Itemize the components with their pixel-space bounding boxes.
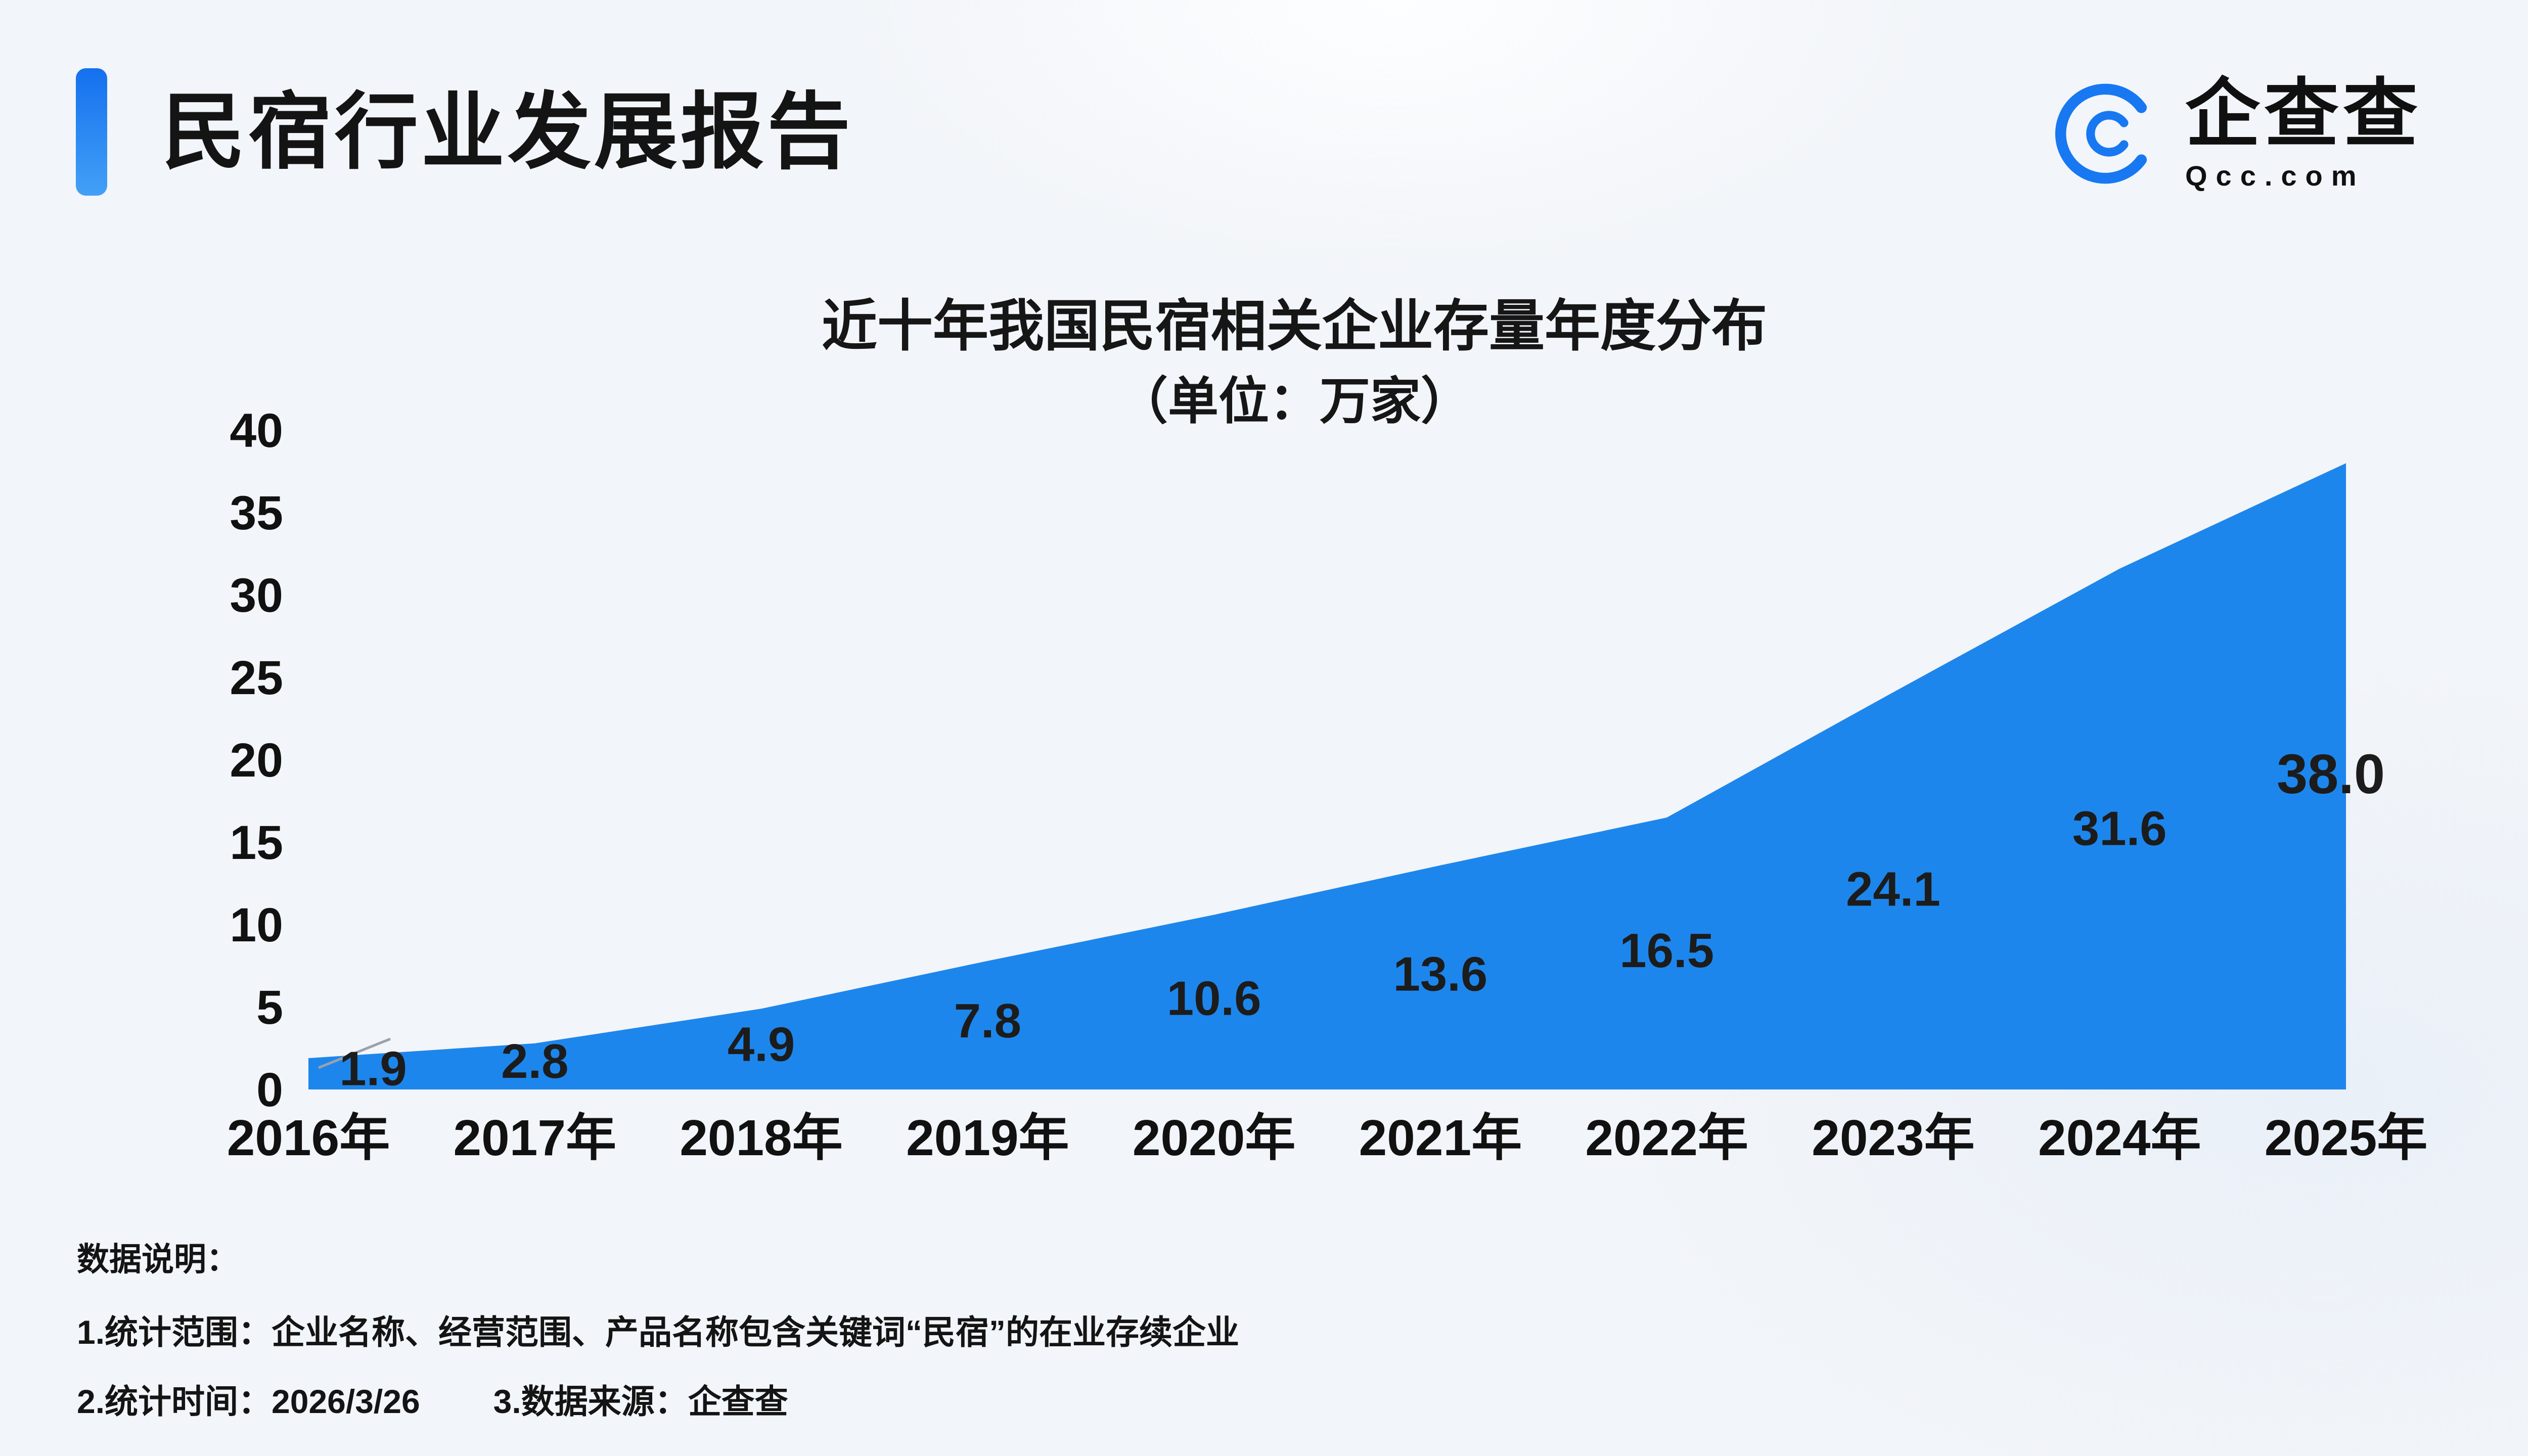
qcc-logo-text: 企查查 Qcc.com <box>2185 75 2422 192</box>
footer-note-meta: 2.统计时间：2026/3/26 3.数据来源：企查查 <box>77 1375 788 1423</box>
footer-note-scope: 1.统计范围：企业名称、经营范围、产品名称包含关键词“民宿”的在业存续企业 <box>77 1313 1240 1351</box>
report-header: 民宿行业发展报告 <box>76 68 853 196</box>
x-axis-tick-label: 2019年 <box>906 1110 1069 1166</box>
y-axis-tick-label: 40 <box>230 404 283 458</box>
qcc-logo: 企查查 Qcc.com <box>2052 75 2422 192</box>
x-axis-tick-label: 2020年 <box>1133 1110 1295 1166</box>
area-chart: 0 5 10 15 20 25 30 35 40 1.9 2.8 4.9 7.8 10.6 13.6 16.5… <box>227 404 2427 1166</box>
y-axis-tick-label: 20 <box>230 734 283 787</box>
x-axis-tick-label: 2022年 <box>1585 1110 1748 1166</box>
chart-title: 近十年我国民宿相关企业存量年度分布 <box>822 295 1767 357</box>
x-axis-tick-label: 2016年 <box>227 1110 390 1166</box>
value-label: 13.6 <box>1393 947 1487 1001</box>
value-label: 4.9 <box>728 1018 795 1072</box>
y-axis-tick-label: 35 <box>230 486 283 540</box>
y-axis-tick-label: 5 <box>256 981 283 1034</box>
x-axis-tick-label: 2024年 <box>2038 1110 2201 1166</box>
x-axis-tick-label: 2025年 <box>2265 1110 2427 1166</box>
origin-artifact-line <box>318 1037 391 1069</box>
footer-heading: 数据说明： <box>77 1241 239 1278</box>
value-label: 38.0 <box>2277 743 2385 805</box>
x-axis-tick-label: 2023年 <box>1812 1110 1974 1166</box>
footer-note-source: 3.数据来源：企查查 <box>493 1383 788 1420</box>
area-series <box>308 463 2346 1090</box>
x-axis-tick-label: 2018年 <box>680 1110 842 1166</box>
value-label: 1.9 <box>339 1042 407 1096</box>
qcc-logo-domain: Qcc.com <box>2185 160 2365 192</box>
title-accent-bar <box>76 68 107 196</box>
y-axis-tick-label: 0 <box>256 1063 283 1117</box>
value-label: 16.5 <box>1619 924 1714 978</box>
value-label: 2.8 <box>501 1034 568 1088</box>
y-axis-tick-label: 30 <box>230 569 283 622</box>
page-title: 民宿行业发展报告 <box>162 85 853 178</box>
y-axis-tick-label: 10 <box>230 898 283 952</box>
x-axis-tick-label: 2021年 <box>1359 1110 1522 1166</box>
qcc-logo-icon <box>2052 79 2161 188</box>
footer-note-date: 2.统计时间：2026/3/26 <box>77 1383 420 1420</box>
value-label: 7.8 <box>954 994 1021 1048</box>
qcc-logo-name: 企查查 <box>2185 72 2422 156</box>
value-label: 24.1 <box>1846 862 1940 916</box>
value-label: 31.6 <box>2072 801 2167 855</box>
x-axis-tick-label: 2017年 <box>454 1110 616 1166</box>
y-axis-tick-label: 15 <box>230 816 283 870</box>
value-label: 10.6 <box>1167 971 1261 1025</box>
chart-subtitle: （单位：万家） <box>1117 373 1471 430</box>
y-axis-tick-label: 25 <box>230 651 283 705</box>
